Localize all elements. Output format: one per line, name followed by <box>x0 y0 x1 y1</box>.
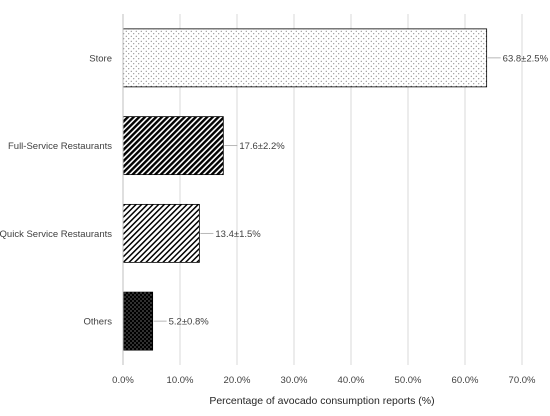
category-label: Full-Service Restaurants <box>8 141 112 152</box>
x-tick-label: 0.0% <box>112 375 134 386</box>
category-labels: Store Full-Service Restaurants Quick Servi… <box>0 53 112 327</box>
bar <box>122 28 488 88</box>
x-tick-label: 20.0% <box>224 375 251 386</box>
x-tick-labels: 0.0% 10.0% 20.0% 30.0% 40.0% 50.0% 60.0% 70.0% <box>112 375 536 386</box>
data-label: 17.6±2.2% <box>239 141 285 152</box>
x-tick-label: 70.0% <box>509 375 536 386</box>
category-label: Others <box>83 317 112 328</box>
data-label: 13.4±1.5% <box>215 229 261 240</box>
category-label: Quick Service Restaurants <box>0 229 112 240</box>
bar <box>122 291 154 351</box>
x-axis-title: Percentage of avocado consumption report… <box>209 395 434 407</box>
bars <box>122 28 488 351</box>
x-tick-label: 40.0% <box>338 375 365 386</box>
x-tick-label: 30.0% <box>281 375 308 386</box>
x-tick-label: 50.0% <box>395 375 422 386</box>
bar <box>122 116 224 176</box>
label-leaders <box>153 57 501 322</box>
bar <box>122 203 200 263</box>
category-label: Store <box>89 53 112 64</box>
data-label: 5.2±0.8% <box>169 317 210 328</box>
x-tick-label: 10.0% <box>167 375 194 386</box>
x-tick-label: 60.0% <box>452 375 479 386</box>
data-label: 63.8±2.5% <box>503 53 549 64</box>
data-labels: 63.8±2.5% 17.6±2.2% 13.4±1.5% 5.2±0.8% <box>169 53 549 327</box>
